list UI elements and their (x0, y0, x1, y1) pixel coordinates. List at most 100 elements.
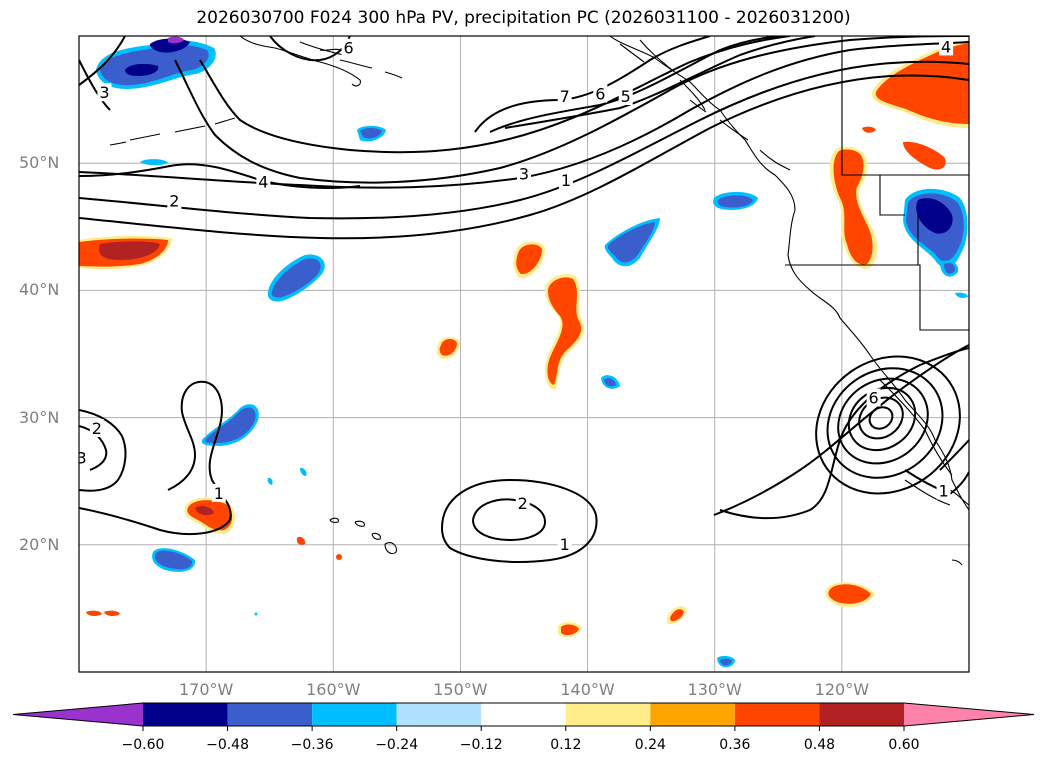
pv-label-bg-8 (558, 171, 573, 190)
pv-contour-label-15: 6 (869, 389, 879, 408)
colorbar-segment-5 (565, 703, 651, 726)
pv-contour-7 (474, 36, 711, 133)
pv-label-bg-12 (211, 483, 226, 502)
precip-blob-ne-negative (903, 188, 968, 298)
pv-contour-label-13: 2 (518, 494, 528, 513)
colorbar-tick-label-5: 0.12 (550, 737, 581, 753)
lon-tick-label-0: 170°W (178, 680, 234, 699)
lon-tick-label-3: 140°W (560, 680, 615, 699)
colorbar-tick-label-0: −0.60 (122, 737, 165, 753)
pv-contour-11 (269, 36, 351, 62)
colorbar-extend-low (13, 703, 143, 726)
pv-contour-3 (79, 74, 969, 240)
pv-label-bg-15 (866, 388, 881, 407)
pv-contour-17 (713, 344, 969, 516)
lon-tick-label-2: 150°W (433, 680, 488, 699)
pv-label-bg-1 (97, 83, 112, 102)
pv-label-bg-6 (618, 87, 633, 106)
precip-blob-west-positive (79, 235, 172, 270)
colorbar-segment-1 (227, 703, 313, 726)
pv-label-bg-5 (593, 84, 608, 103)
lat-tick-label-1: 30°N (19, 407, 60, 427)
precip-blob-small-2 (140, 159, 168, 166)
coast-islands-bc (619, 39, 791, 171)
pv-contour-label-4: 7 (560, 87, 570, 106)
pv-label-bg-16 (936, 481, 951, 500)
colorbar-segment-0 (143, 703, 228, 726)
pv-label-bg-2 (256, 172, 271, 191)
pv-contour-label-6: 5 (621, 87, 631, 106)
lon-tick-label-5: 120°W (814, 680, 870, 699)
colorbar-tick-label-8: 0.48 (804, 737, 835, 753)
pv-label-bg-11 (79, 448, 89, 467)
colorbar-tick-label-1: −0.48 (206, 737, 249, 753)
lat-tick-label-2: 40°N (19, 280, 60, 300)
pv-contour-4 (79, 163, 361, 189)
precip-fill-layer (79, 36, 969, 668)
pv-contour-label-9: 4 (941, 37, 951, 56)
colorbar-segment-3 (396, 703, 482, 726)
precip-blob-small-1-core (360, 128, 382, 139)
lat-tick-label-0: 20°N (19, 534, 60, 554)
pv-contour-2 (79, 60, 969, 220)
coastline-layer (109, 36, 969, 566)
pv-contour-12 (79, 409, 127, 492)
pv-contour-label-12: 1 (214, 484, 224, 503)
pv-contour-label-11: 3 (76, 448, 86, 467)
colorbar: −0.60 −0.48 −0.36 −0.24 −0.12 0.12 0.24 0.36 0.4… (12, 702, 1035, 753)
colorbar-segment-7 (734, 703, 820, 726)
hawaii-islands (329, 517, 397, 555)
colorbar-segment-6 (650, 703, 735, 726)
pv-contour-label-5: 6 (595, 85, 605, 104)
lon-tick-label-4: 130°W (687, 680, 742, 699)
pv-label-bg-13 (515, 494, 530, 513)
pv-contour-label-0: 6 (343, 39, 353, 58)
pv-label-bg-0 (341, 38, 356, 57)
pv-contour-label-1: 3 (99, 83, 109, 102)
pv-contour-8 (489, 36, 781, 133)
pv-contour-10 (79, 36, 126, 111)
colorbar-tick-label-6: 0.24 (635, 737, 666, 753)
lon-tick-label-1: 160°W (306, 680, 361, 699)
pv-contour-6 (199, 36, 791, 154)
pv-contour-label-16: 1 (938, 481, 948, 500)
pv-contour-9 (504, 36, 816, 129)
pv-contour-label-8: 1 (561, 171, 571, 190)
pv-contour-label-7: 3 (519, 165, 529, 184)
mexico-coast (904, 479, 963, 566)
alaska-panhandle-coast (609, 36, 969, 511)
pv-contour-label-2: 4 (258, 172, 268, 191)
chart-title: 2026030700 F024 300 hPa PV, precipitatio… (196, 8, 851, 28)
pv-label-bg-3 (167, 191, 182, 210)
pv-contour-5 (174, 36, 969, 184)
canada-interior-borders (785, 36, 969, 331)
colorbar-tick-label-7: 0.36 (719, 737, 750, 753)
pv-label-bg-7 (517, 164, 531, 183)
gridlines (79, 36, 969, 672)
colorbar-tick-label-3: −0.24 (375, 737, 418, 753)
lat-tick-label-3: 50°N (19, 153, 60, 173)
colorbar-tick-label-2: −0.36 (291, 737, 334, 753)
pv-low-rings (815, 355, 961, 495)
pv-label-bg-9 (939, 37, 954, 56)
pv-contour-label-10: 2 (92, 419, 102, 438)
precip-blob-nw-negative (96, 36, 216, 89)
colorbar-segment-8 (819, 703, 904, 726)
colorbar-segment-4 (481, 703, 566, 726)
pv-contour-16 (471, 498, 547, 542)
precip-blob-central-positive (436, 241, 585, 390)
pv-contour-label-14: 1 (560, 535, 570, 554)
alaska-coast (239, 36, 403, 87)
plot-frame (78, 35, 970, 673)
colorbar-extend-high (904, 703, 1034, 726)
pv-label-bg-4 (557, 87, 572, 106)
pv-contour-label-3: 2 (169, 191, 179, 210)
pv-label-bg-10 (89, 419, 104, 438)
precip-blob-mid-negative (267, 191, 758, 389)
colorbar-segment-2 (312, 703, 397, 726)
colorbar-tick-label-9: 0.60 (888, 737, 919, 753)
aleutians (109, 117, 236, 146)
pv-label-bg-14 (557, 534, 572, 553)
